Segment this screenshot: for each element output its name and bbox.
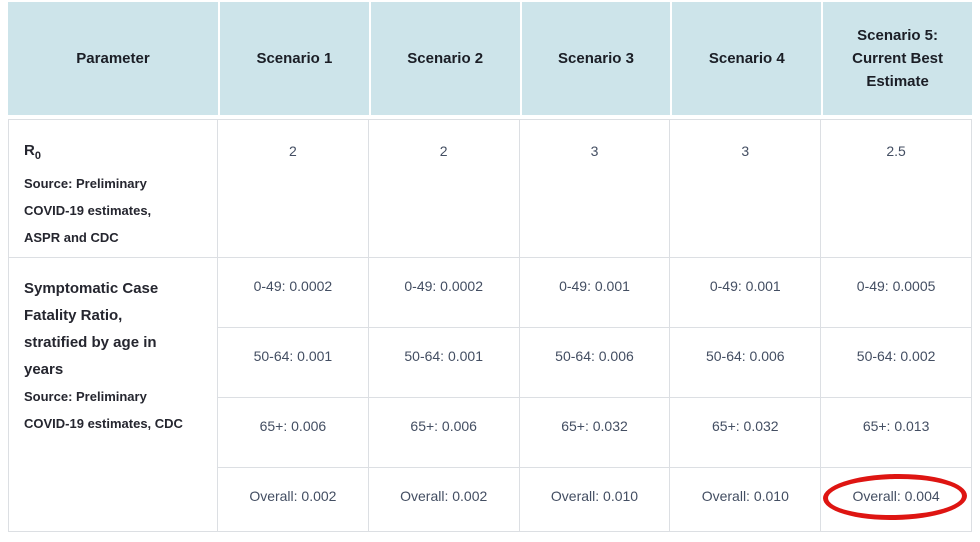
circled-value-text: Overall: 0.004 <box>852 488 940 504</box>
cfr-50-64-scenario5-value: 50-64: 0.002 <box>821 328 972 398</box>
cfr-50-64-scenario3-value: 50-64: 0.006 <box>519 328 671 398</box>
cfr-0-49-scenario2-value: 0-49: 0.0002 <box>368 258 520 328</box>
r0-scenario3-value: 3 <box>519 119 671 258</box>
cfr-overall-scenario1-value: Overall: 0.002 <box>218 468 369 532</box>
cfr-0-49-scenario4-value: 0-49: 0.001 <box>670 258 822 328</box>
column-header-scenario-5: Scenario 5: Current Best Estimate <box>821 2 972 119</box>
cfr-0-49-scenario5-value: 0-49: 0.0005 <box>821 258 972 328</box>
cfr-overall-scenario4-value: Overall: 0.010 <box>670 468 822 532</box>
column-header-scenario-3: Scenario 3 <box>519 2 671 119</box>
cfr-65plus-scenario4-value: 65+: 0.032 <box>670 398 822 468</box>
cfr-0-49-scenario3-value: 0-49: 0.001 <box>519 258 671 328</box>
cfr-overall-scenario2-value: Overall: 0.002 <box>368 468 520 532</box>
cfr-overall-scenario5-value: Overall: 0.004 <box>821 468 972 532</box>
cfr-65plus-scenario1-value: 65+: 0.006 <box>218 398 369 468</box>
r0-scenario5-value: 2.5 <box>821 119 972 258</box>
column-header-scenario-4: Scenario 4 <box>670 2 822 119</box>
r0-scenario4-value: 3 <box>670 119 822 258</box>
column-header-scenario-2: Scenario 2 <box>368 2 520 119</box>
cfr-65plus-scenario5-value: 65+: 0.013 <box>821 398 972 468</box>
r0-parameter-name: R0 <box>24 142 41 162</box>
cfr-65plus-scenario3-value: 65+: 0.032 <box>519 398 671 468</box>
planning-scenarios-table: Parameter Scenario 1 Scenario 2 Scenario… <box>8 2 972 532</box>
row-label-r0: R0 Source: Preliminary COVID-19 estimate… <box>8 119 218 258</box>
r0-source-note: Source: Preliminary COVID-19 estimates, … <box>24 176 152 245</box>
cfr-0-49-scenario1-value: 0-49: 0.0002 <box>218 258 369 328</box>
cfr-source-note: Source: Preliminary COVID-19 estimates, … <box>24 389 183 431</box>
column-header-parameter: Parameter <box>8 2 218 119</box>
cfr-parameter-name: Symptomatic Case Fatality Ratio, stratif… <box>24 280 159 378</box>
cfr-65plus-scenario2-value: 65+: 0.006 <box>368 398 520 468</box>
cfr-50-64-scenario1-value: 50-64: 0.001 <box>218 328 369 398</box>
cfr-overall-scenario3-value: Overall: 0.010 <box>519 468 671 532</box>
column-header-scenario-1: Scenario 1 <box>218 2 369 119</box>
cfr-50-64-scenario2-value: 50-64: 0.001 <box>368 328 520 398</box>
r0-scenario2-value: 2 <box>368 119 520 258</box>
row-label-symptomatic-cfr: Symptomatic Case Fatality Ratio, stratif… <box>8 258 218 532</box>
r0-scenario1-value: 2 <box>218 119 369 258</box>
cfr-50-64-scenario4-value: 50-64: 0.006 <box>670 328 822 398</box>
